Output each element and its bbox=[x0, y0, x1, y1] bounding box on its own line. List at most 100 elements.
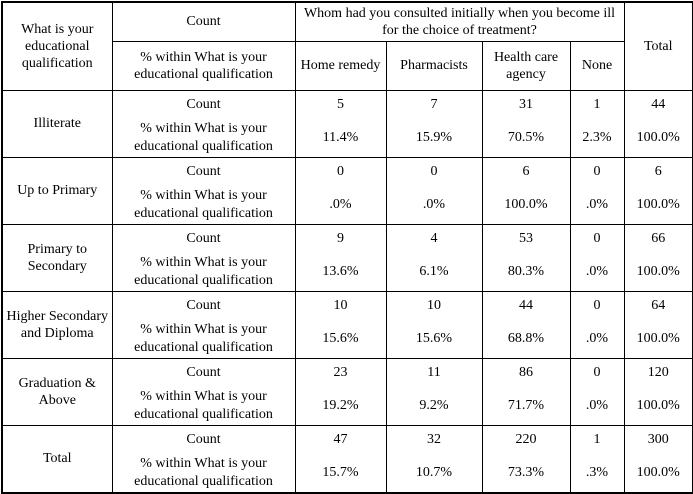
count-cell: 9 bbox=[294, 224, 387, 252]
table-row: % within What is your educational qualif… bbox=[2, 185, 693, 225]
table-row: % within What is your educational qualif… bbox=[2, 386, 693, 426]
table-row: Illiterate Count 5 7 31 1 44 bbox=[1, 90, 693, 158]
pct-cell: 15.7% bbox=[294, 453, 387, 493]
column-header-none: None bbox=[569, 41, 625, 91]
pct-cell: 2.3% bbox=[569, 118, 625, 158]
table-row: Graduation & Above Count 23 11 86 0 120 bbox=[1, 358, 693, 426]
count-cell: 7 bbox=[385, 90, 483, 118]
count-cell: 0 bbox=[294, 157, 387, 185]
count-cell: 1 bbox=[569, 425, 625, 453]
pct-cell: 68.8% bbox=[481, 319, 571, 359]
count-cell: 6 bbox=[481, 157, 571, 185]
pct-cell: 15.9% bbox=[385, 118, 483, 158]
column-header-home-remedy: Home remedy bbox=[294, 41, 387, 91]
pct-cell: .0% bbox=[569, 252, 625, 292]
pct-cell: .0% bbox=[294, 185, 387, 225]
table-row: Primary to Secondary Count 9 4 53 0 66 bbox=[1, 224, 693, 292]
pct-cell: 100.0% bbox=[623, 252, 693, 292]
count-cell: 220 bbox=[481, 425, 571, 453]
stat-label-count: Count bbox=[111, 224, 296, 252]
header-row-1: What is your educational qualification C… bbox=[1, 2, 693, 91]
count-cell: 120 bbox=[623, 358, 693, 386]
stat-label-count: Count bbox=[111, 358, 296, 386]
pct-cell: 100.0% bbox=[623, 319, 693, 359]
count-cell: 23 bbox=[294, 358, 387, 386]
count-cell: 5 bbox=[294, 90, 387, 118]
pct-cell: 9.2% bbox=[385, 386, 483, 426]
count-cell: 6 bbox=[623, 157, 693, 185]
pct-cell: 100.0% bbox=[481, 185, 571, 225]
pct-cell: .0% bbox=[385, 185, 483, 225]
column-header-pharmacists: Pharmacists bbox=[385, 41, 483, 91]
count-header: Count bbox=[111, 2, 296, 42]
count-cell: 44 bbox=[623, 90, 693, 118]
table-row: % within What is your educational qualif… bbox=[2, 252, 693, 292]
stat-label-pct: % within What is your educational qualif… bbox=[111, 453, 296, 493]
count-cell: 0 bbox=[385, 157, 483, 185]
pct-cell: 100.0% bbox=[623, 118, 693, 158]
count-cell: 0 bbox=[569, 224, 625, 252]
count-cell: 66 bbox=[623, 224, 693, 252]
row-label: Up to Primary bbox=[1, 157, 113, 225]
count-cell: 4 bbox=[385, 224, 483, 252]
row-label: Graduation & Above bbox=[1, 358, 113, 426]
pct-cell: 71.7% bbox=[481, 386, 571, 426]
count-cell: 64 bbox=[623, 291, 693, 319]
count-cell: 0 bbox=[569, 157, 625, 185]
pct-cell: 100.0% bbox=[623, 453, 693, 493]
pct-cell: 19.2% bbox=[294, 386, 387, 426]
count-cell: 1 bbox=[569, 90, 625, 118]
count-cell: 47 bbox=[294, 425, 387, 453]
table-row: Up to Primary Count 0 0 6 0 6 bbox=[1, 157, 693, 225]
count-cell: 10 bbox=[385, 291, 483, 319]
pct-cell: .3% bbox=[569, 453, 625, 493]
table-row: % within What is your educational qualif… bbox=[2, 319, 693, 359]
pct-header: % within What is your educational qualif… bbox=[111, 41, 296, 91]
stat-label-count: Count bbox=[111, 425, 296, 453]
pct-cell: 73.3% bbox=[481, 453, 571, 493]
total-header: Total bbox=[623, 2, 693, 91]
pct-cell: 15.6% bbox=[294, 319, 387, 359]
pct-cell: 100.0% bbox=[623, 185, 693, 225]
count-cell: 44 bbox=[481, 291, 571, 319]
table-row: Total Count 47 32 220 1 300 bbox=[1, 425, 693, 493]
pct-cell: .0% bbox=[569, 386, 625, 426]
count-cell: 10 bbox=[294, 291, 387, 319]
pct-cell: 6.1% bbox=[385, 252, 483, 292]
count-cell: 0 bbox=[569, 358, 625, 386]
pct-cell: .0% bbox=[569, 185, 625, 225]
row-label: Illiterate bbox=[1, 90, 113, 158]
pct-cell: 10.7% bbox=[385, 453, 483, 493]
count-cell: 11 bbox=[385, 358, 483, 386]
pct-cell: 100.0% bbox=[623, 386, 693, 426]
stat-label-count: Count bbox=[111, 90, 296, 118]
pct-cell: 70.5% bbox=[481, 118, 571, 158]
pct-cell: 11.4% bbox=[294, 118, 387, 158]
corner-header: What is your educational qualification bbox=[1, 2, 113, 91]
stat-label-pct: % within What is your educational qualif… bbox=[111, 319, 296, 359]
stat-label-count: Count bbox=[111, 157, 296, 185]
count-cell: 32 bbox=[385, 425, 483, 453]
column-header-health-care-agency: Health care agency bbox=[481, 41, 571, 91]
row-label: Primary to Secondary bbox=[1, 224, 113, 292]
header-row-2: % within What is your educational qualif… bbox=[2, 41, 693, 91]
count-cell: 53 bbox=[481, 224, 571, 252]
stat-label-count: Count bbox=[111, 291, 296, 319]
row-label: Total bbox=[1, 425, 113, 493]
row-label: Higher Secondary and Diploma bbox=[1, 291, 113, 359]
pct-cell: 13.6% bbox=[294, 252, 387, 292]
count-cell: 300 bbox=[623, 425, 693, 453]
stat-label-pct: % within What is your educational qualif… bbox=[111, 252, 296, 292]
stat-label-pct: % within What is your educational qualif… bbox=[111, 185, 296, 225]
stat-label-pct: % within What is your educational qualif… bbox=[111, 386, 296, 426]
table-row: Higher Secondary and Diploma Count 10 10… bbox=[1, 291, 693, 359]
pct-cell: 80.3% bbox=[481, 252, 571, 292]
count-cell: 31 bbox=[481, 90, 571, 118]
pct-cell: 15.6% bbox=[385, 319, 483, 359]
pct-cell: .0% bbox=[569, 319, 625, 359]
count-cell: 0 bbox=[569, 291, 625, 319]
count-cell: 86 bbox=[481, 358, 571, 386]
stat-label-pct: % within What is your educational qualif… bbox=[111, 118, 296, 158]
consult-question-header: Whom had you consulted initially when yo… bbox=[294, 2, 625, 42]
